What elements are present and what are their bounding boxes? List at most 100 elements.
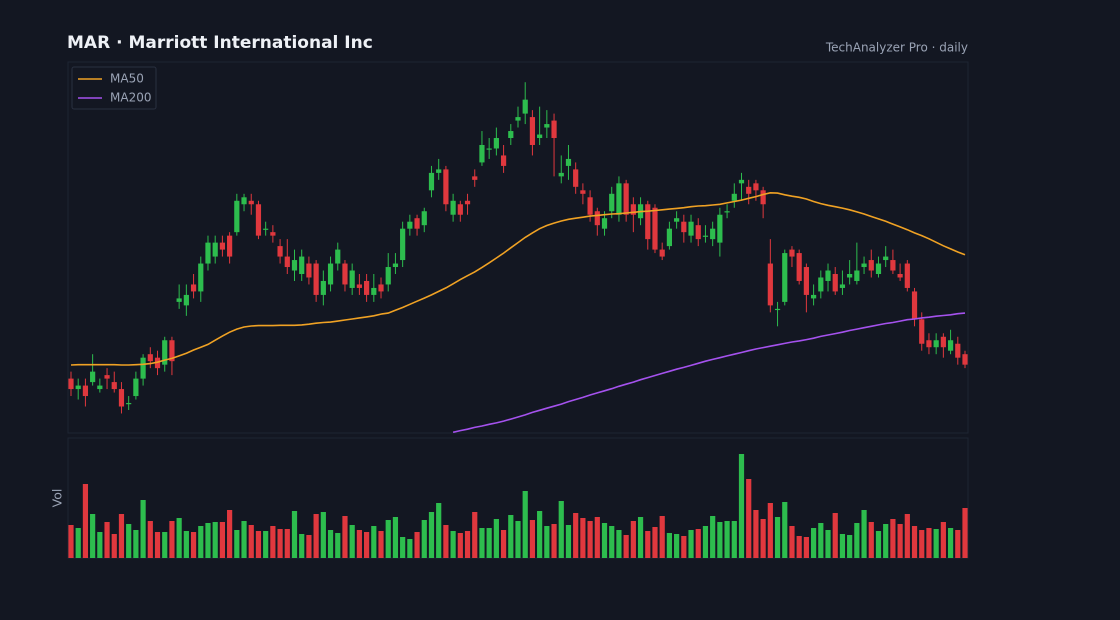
candle-body: [645, 204, 651, 240]
candle-body: [796, 253, 802, 281]
volume-bar: [580, 518, 586, 558]
candle-body: [90, 371, 96, 383]
candle-body: [493, 138, 499, 149]
candle-body: [695, 225, 701, 240]
volume-bar: [327, 530, 334, 558]
volume-bar: [695, 529, 701, 558]
volume-axis-label: Vol: [50, 489, 65, 508]
volume-bar: [421, 520, 427, 558]
volume-bar: [320, 512, 326, 558]
volume-bar: [710, 516, 716, 558]
candle-body: [875, 263, 882, 274]
volume-bar: [464, 531, 471, 558]
candle-body: [702, 235, 709, 237]
candle-body: [162, 340, 168, 365]
volume-bar: [522, 491, 528, 558]
candle-body: [767, 263, 773, 306]
candle-body: [450, 200, 456, 215]
candle-body: [544, 124, 550, 128]
volume-bar: [630, 521, 636, 558]
candle-body: [421, 211, 427, 226]
volume-bar: [854, 523, 860, 558]
volume-bar: [738, 454, 745, 558]
candle-body: [688, 221, 694, 236]
volume-bar: [500, 530, 507, 558]
volume-bar: [609, 526, 615, 558]
volume-bar: [493, 519, 499, 558]
candle-body: [565, 158, 572, 166]
volume-bar: [428, 512, 435, 558]
volume-bar: [378, 531, 384, 558]
candle-body: [219, 242, 226, 250]
candle-body: [753, 183, 759, 191]
volume-bar: [291, 511, 298, 558]
candle-body: [306, 263, 312, 278]
volume-bar: [385, 520, 391, 558]
volume-bar: [68, 525, 74, 558]
candle-body: [270, 232, 276, 236]
candle-body: [327, 263, 334, 285]
volume-bar: [883, 524, 889, 558]
price-panel: [67, 61, 969, 434]
candle-body: [68, 378, 74, 390]
candle-body: [911, 291, 918, 320]
candle-body: [789, 249, 795, 257]
candle-body: [904, 263, 910, 288]
candle-body: [782, 253, 788, 302]
candle-body: [363, 280, 370, 295]
volume-bar: [659, 516, 665, 558]
candle-body: [760, 190, 766, 205]
volume-bar: [147, 521, 153, 558]
subtitle: TechAnalyzer Pro · daily: [825, 41, 968, 55]
volume-bar: [544, 526, 550, 558]
volume-bar: [248, 525, 254, 558]
legend-label: MA200: [110, 91, 151, 105]
candle-body: [140, 357, 146, 379]
volume-bar: [767, 503, 773, 558]
volume-bar: [392, 517, 399, 558]
volume-bar: [472, 512, 478, 558]
candle-body: [558, 172, 564, 177]
legend-label: MA50: [110, 72, 144, 86]
candle-body: [861, 263, 867, 268]
volume-bar: [363, 532, 370, 558]
volume-bar: [227, 510, 233, 558]
candle-body: [919, 319, 925, 344]
candle-body: [551, 120, 557, 139]
candle-body: [428, 172, 435, 191]
candle-body: [97, 385, 103, 390]
volume-bar: [753, 510, 759, 558]
volume-bar: [666, 533, 673, 558]
candle-body: [587, 197, 593, 215]
candle-body: [810, 294, 817, 299]
candle-body: [349, 270, 355, 288]
candle-body: [378, 284, 384, 292]
volume-bar: [133, 530, 139, 558]
ma-line: [70, 191, 966, 366]
candle-body: [464, 200, 471, 205]
candle-body: [601, 218, 608, 229]
volume-bar: [82, 484, 89, 558]
candle-body: [537, 134, 543, 139]
volume-bar: [637, 517, 644, 558]
candle-body: [500, 155, 507, 166]
candle-body: [342, 263, 348, 285]
candle-body: [400, 228, 406, 261]
volume-bar: [154, 532, 161, 558]
candle-body: [227, 235, 233, 257]
candle-body: [385, 267, 391, 285]
candle-body: [392, 263, 399, 268]
candle-body: [508, 131, 514, 139]
volume-bar: [839, 534, 846, 558]
volume-bar: [760, 519, 766, 558]
candle-body: [731, 193, 737, 201]
candle-body: [407, 221, 413, 229]
volume-bar: [508, 515, 514, 558]
candle-body: [890, 260, 896, 271]
volume-bar: [263, 531, 269, 558]
volume-bar: [731, 521, 737, 558]
volume-bar: [515, 521, 521, 558]
volume-bar: [904, 514, 910, 558]
volume-bar: [897, 524, 903, 558]
volume-bar: [702, 526, 709, 558]
